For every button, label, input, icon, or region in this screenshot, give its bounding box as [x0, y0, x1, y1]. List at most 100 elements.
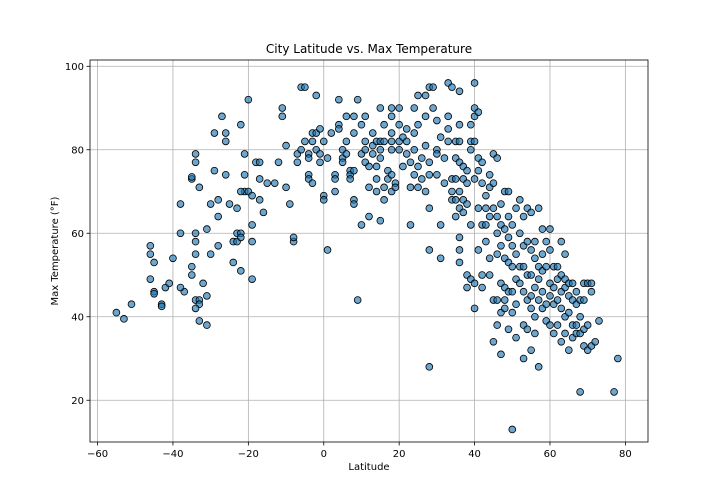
- data-point: [395, 120, 403, 129]
- data-point: [150, 289, 158, 298]
- data-point: [587, 279, 596, 288]
- data-point: [414, 120, 422, 129]
- data-point: [459, 208, 468, 217]
- data-point: [549, 283, 558, 292]
- data-point: [425, 246, 434, 254]
- data-point: [406, 183, 415, 192]
- data-point: [576, 312, 584, 321]
- data-point: [546, 225, 554, 233]
- data-point: [542, 300, 551, 309]
- data-point: [500, 296, 509, 304]
- data-point: [206, 250, 215, 258]
- data-point: [365, 162, 373, 171]
- data-point: [549, 329, 558, 338]
- data-point: [338, 158, 347, 167]
- data-point: [308, 137, 317, 146]
- data-point: [210, 166, 219, 175]
- data-point: [587, 287, 596, 296]
- data-point: [248, 237, 256, 246]
- data-point: [451, 212, 460, 221]
- data-point: [421, 112, 430, 121]
- data-point: [146, 250, 155, 258]
- data-point: [293, 158, 302, 167]
- data-point: [395, 104, 403, 112]
- data-point: [414, 183, 422, 192]
- data-point: [286, 200, 294, 208]
- data-point: [614, 354, 622, 363]
- y-axis-label: Max Temperature (°F): [50, 196, 61, 305]
- data-point: [402, 137, 411, 146]
- data-point: [527, 208, 535, 217]
- data-point: [176, 229, 185, 238]
- data-point: [538, 250, 547, 258]
- data-point: [395, 145, 403, 154]
- data-point: [414, 162, 422, 171]
- data-point: [387, 137, 396, 146]
- data-point: [240, 150, 249, 158]
- data-point: [482, 237, 490, 246]
- data-point: [553, 296, 562, 304]
- data-point: [191, 158, 200, 167]
- data-point: [470, 304, 479, 313]
- data-point: [255, 158, 264, 167]
- x-axis-label: Latitude: [348, 462, 389, 473]
- y-tick-label: 60: [71, 229, 84, 240]
- data-point: [474, 166, 483, 175]
- data-point: [610, 388, 618, 396]
- data-point: [542, 262, 551, 271]
- data-point: [595, 317, 603, 325]
- data-point: [323, 154, 332, 162]
- x-tick-label: 40: [468, 449, 481, 460]
- data-point: [478, 158, 486, 167]
- data-point: [221, 171, 230, 179]
- data-point: [221, 137, 230, 146]
- data-point: [342, 112, 351, 121]
- data-point: [508, 425, 517, 434]
- data-point: [380, 137, 388, 146]
- x-tick-label: 60: [544, 449, 557, 460]
- data-point: [455, 233, 464, 242]
- data-point: [421, 187, 430, 196]
- data-point: [316, 150, 324, 158]
- data-point: [187, 262, 196, 271]
- data-point: [191, 304, 200, 313]
- data-point: [203, 321, 211, 329]
- data-point: [218, 112, 226, 121]
- data-point: [519, 287, 528, 296]
- data-point: [527, 292, 535, 300]
- data-point: [553, 321, 562, 329]
- data-point: [301, 137, 309, 146]
- data-point: [542, 237, 551, 246]
- data-point: [433, 116, 441, 125]
- data-point: [406, 221, 415, 229]
- data-point: [331, 175, 339, 183]
- data-point: [448, 83, 456, 91]
- axis-ticks: −60 −40 −20 0 20 40 60 80 20 40 60 80 100: [65, 62, 632, 460]
- data-point: [470, 137, 479, 146]
- data-point: [203, 225, 211, 233]
- data-point: [361, 137, 370, 146]
- data-point: [120, 315, 128, 323]
- data-point: [436, 133, 445, 142]
- data-point: [308, 179, 317, 187]
- data-point: [504, 187, 513, 196]
- data-point: [572, 321, 581, 329]
- data-point: [531, 283, 539, 292]
- data-point: [444, 112, 452, 121]
- data-point: [500, 304, 509, 313]
- data-point: [572, 287, 581, 296]
- data-point: [534, 204, 543, 213]
- data-point: [399, 162, 407, 171]
- data-point: [244, 95, 253, 104]
- data-point: [278, 104, 287, 112]
- data-point: [319, 137, 328, 146]
- data-point: [387, 171, 396, 179]
- data-point: [565, 308, 573, 317]
- data-point: [455, 87, 464, 96]
- data-point: [433, 150, 441, 158]
- data-point: [361, 145, 370, 154]
- data-point: [478, 271, 486, 279]
- data-point: [512, 204, 520, 213]
- data-point: [482, 191, 490, 200]
